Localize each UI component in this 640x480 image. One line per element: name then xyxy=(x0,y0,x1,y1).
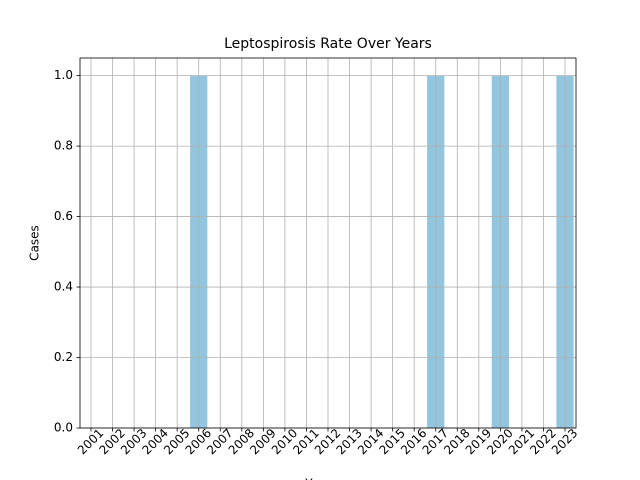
y-tick-label: 0.6 xyxy=(54,209,73,223)
y-tick-label: 0.2 xyxy=(54,350,73,364)
y-tick-label: 0.4 xyxy=(54,280,73,294)
y-tick-label: 1.0 xyxy=(54,68,73,82)
y-axis-label: Cases xyxy=(28,225,42,261)
plot-frame xyxy=(79,57,577,429)
y-tick-label: 0.8 xyxy=(54,139,73,153)
chart-title: Leptospirosis Rate Over Years xyxy=(224,36,432,52)
y-tick-label: 0.0 xyxy=(54,421,73,435)
x-axis-label: Year xyxy=(304,477,330,480)
